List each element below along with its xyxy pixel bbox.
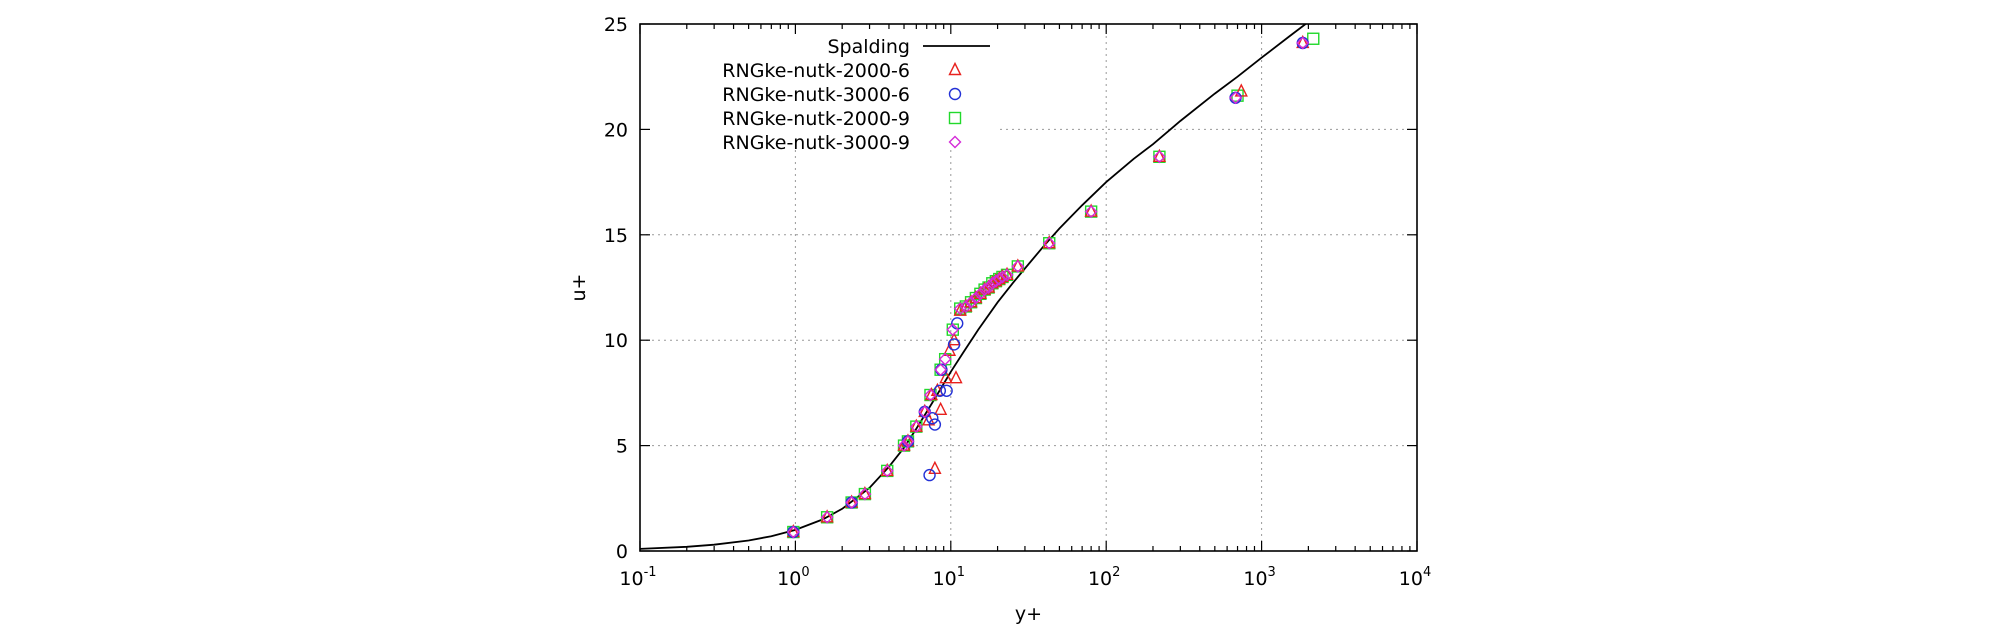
data-point-triangle [933,401,948,415]
x-tick-label: 104 [1399,565,1431,590]
data-point-diamond [880,464,894,478]
data-point-diamond [1084,205,1098,219]
data-point-triangle [928,460,942,474]
marker-layer [786,32,1320,539]
data-point-circle [926,411,939,425]
data-point-diamond [918,405,932,419]
data-point-diamond [959,299,973,313]
y-tick-label: 15 [604,225,628,247]
data-point-diamond [858,487,872,501]
data-point-triangle [977,281,992,295]
legend-label-2000-9: RNGke-nutk-2000-9 [722,108,910,130]
data-point-diamond [909,420,923,434]
data-point-circle [947,338,961,351]
data-point-diamond [786,525,800,539]
legend-sample-square [948,111,962,125]
data-point-diamond [820,510,834,524]
data-point-triangle [858,486,872,500]
x-axis-label: y+ [1015,603,1042,625]
data-point-triangle [820,509,834,523]
x-tick-label: 101 [933,565,965,590]
tick-marks [639,23,1418,552]
data-point-triangle [1042,235,1056,249]
data-point-diamond [982,281,996,294]
legend-label-3000-6: RNGke-nutk-3000-6 [722,84,910,106]
x-tick-label: 100 [777,565,809,590]
legend-label-2000-6: RNGke-nutk-2000-6 [722,60,910,82]
data-point-diamond [1152,150,1166,164]
spalding-curve [640,24,1308,550]
data-point-triangle [921,412,936,426]
data-point-diamond [978,283,992,297]
data-point-triangle [786,523,800,538]
data-point-triangle [1296,34,1310,49]
data-point-triangle [909,418,923,432]
data-point-diamond [1229,91,1243,105]
data-point-diamond [1296,36,1310,50]
data-point-diamond [973,287,987,301]
y-tick-labels: 0 5 10 15 20 25 [604,14,628,563]
data-point-triangle [939,370,953,384]
legend-sample-circle [948,87,962,101]
data-point-triangle [1152,148,1167,163]
data-point-diamond [845,496,859,510]
data-point-triangle [949,370,963,384]
data-point-triangle [880,462,894,477]
grid [640,24,1417,551]
y-tick-label: 25 [604,14,628,36]
data-point-diamond [1011,259,1025,273]
data-point-diamond [995,270,1009,284]
data-point-diamond [901,434,915,448]
data-point-triangle [1084,203,1098,217]
x-tick-label: 102 [1088,565,1120,590]
legend-samples [923,45,990,149]
data-point-triangle [918,403,932,418]
curve-layer [640,24,1308,550]
data-point-triangle [844,494,859,508]
data-point-diamond [934,363,948,377]
y-tick-label: 0 [616,541,628,563]
data-point-diamond [923,388,937,402]
data-point-circle [923,468,936,482]
y-tick-label: 10 [604,330,628,352]
legend-sample-triangle [948,61,962,76]
data-point-diamond [1042,236,1056,250]
data-point-circle [933,384,947,397]
plot-frame [639,23,1418,552]
data-point-diamond [953,302,967,316]
y-axis-label: u+ [568,274,590,302]
y-tick-label: 5 [616,436,628,458]
legend-sample-diamond [948,135,962,149]
data-point-diamond [946,323,960,337]
data-point-diamond [938,352,952,366]
data-point-triangle [1011,258,1025,272]
data-point-circle [951,317,964,330]
legend: Spalding RNGke-nutk-2000-6 RNGke-nutk-30… [722,36,990,154]
data-point-square [1307,32,1320,45]
data-point-diamond [1000,268,1014,282]
x-tick-label: 103 [1243,565,1275,590]
x-tick-labels: 10-1 100 101 102 103 104 [619,565,1431,590]
data-point-circle [940,384,953,397]
legend-label-3000-9: RNGke-nutk-3000-9 [722,132,910,154]
data-point-diamond [969,291,983,305]
x-tick-label: 10-1 [619,565,656,590]
data-point-circle [928,418,942,431]
data-point-triangle [897,437,911,451]
data-point-diamond [964,295,978,309]
data-point-diamond [897,439,911,453]
legend-label-spalding: Spalding [828,36,911,58]
y-tick-label: 20 [604,119,628,141]
